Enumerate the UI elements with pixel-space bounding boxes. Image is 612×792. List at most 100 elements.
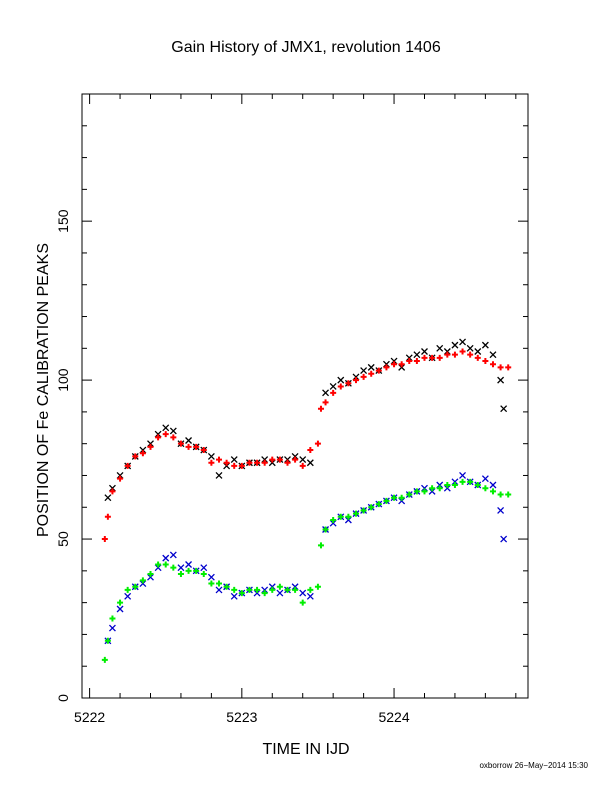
data-point (193, 567, 200, 574)
series-0 (104, 338, 508, 502)
x-tick-label: 5223 (226, 709, 257, 725)
data-point (443, 348, 451, 355)
data-point (406, 491, 413, 498)
data-point (497, 506, 505, 514)
data-point (291, 452, 299, 460)
data-point (284, 459, 291, 466)
data-point (169, 427, 177, 435)
data-point (314, 583, 321, 590)
data-point (436, 485, 443, 492)
data-point (405, 354, 413, 362)
data-point (261, 590, 268, 597)
data-point (474, 482, 481, 489)
x-tick-label: 5224 (378, 709, 409, 725)
data-point (429, 354, 436, 361)
data-point (352, 377, 359, 384)
data-point (116, 605, 124, 613)
data-point (284, 586, 291, 593)
data-point (329, 519, 337, 527)
x-tick-label: 5222 (74, 709, 105, 725)
data-point (391, 361, 398, 368)
data-point (429, 485, 436, 492)
data-point (322, 526, 329, 533)
data-point (207, 452, 215, 460)
data-point (406, 358, 413, 365)
data-point (421, 348, 428, 355)
data-point (451, 341, 459, 349)
data-point (497, 364, 504, 371)
data-point (299, 589, 307, 597)
data-point (155, 434, 162, 441)
data-point (421, 484, 428, 492)
data-point (108, 624, 116, 632)
y-tick-label: 0 (55, 694, 71, 702)
data-point (352, 373, 360, 381)
series-3 (101, 478, 512, 663)
series-1 (101, 348, 512, 543)
data-point (292, 456, 299, 463)
data-point (185, 443, 192, 450)
y-tick-label: 50 (55, 531, 71, 547)
data-point (215, 580, 222, 587)
data-point (139, 580, 147, 588)
data-point (162, 431, 169, 438)
data-point (444, 482, 451, 489)
data-point (208, 459, 215, 466)
data-point (177, 440, 184, 447)
data-point (481, 341, 489, 349)
data-point (467, 478, 474, 485)
data-point (124, 592, 132, 600)
data-point (451, 482, 458, 489)
data-point (193, 443, 200, 450)
data-point (116, 472, 124, 479)
data-point (215, 586, 223, 594)
data-point (254, 586, 261, 593)
data-point (322, 399, 329, 406)
data-point (481, 475, 489, 483)
data-point (344, 516, 352, 524)
data-point (215, 456, 222, 463)
data-point (413, 488, 420, 495)
data-point (139, 450, 146, 457)
data-point (497, 491, 504, 498)
data-point (360, 373, 367, 380)
data-point (375, 501, 382, 508)
data-point (276, 456, 283, 463)
data-point (200, 571, 207, 578)
data-point (284, 456, 291, 464)
axis-ticks (82, 93, 528, 699)
data-point (459, 472, 467, 479)
data-point (230, 592, 238, 600)
data-point (246, 459, 253, 466)
data-marks (101, 338, 512, 663)
data-point (489, 488, 496, 495)
data-point (299, 456, 307, 464)
data-point (398, 497, 406, 505)
data-point (451, 351, 458, 358)
data-point (307, 586, 314, 593)
data-point (162, 424, 170, 432)
data-point (299, 462, 306, 469)
data-point (500, 535, 508, 543)
data-point (109, 615, 116, 622)
data-point (238, 462, 245, 469)
data-point (200, 447, 207, 454)
data-point (459, 348, 466, 355)
data-point (169, 551, 177, 559)
data-point (329, 383, 337, 390)
data-point (398, 363, 406, 371)
data-point (162, 561, 169, 568)
data-point (104, 513, 111, 520)
data-point (291, 583, 299, 591)
data-point (268, 583, 276, 591)
x-axis-label: TIME IN IJD (262, 741, 349, 758)
data-point (230, 456, 238, 464)
data-point (382, 360, 390, 368)
data-point (154, 430, 162, 438)
data-point (147, 573, 154, 581)
data-point (360, 507, 367, 514)
data-point (345, 380, 352, 387)
data-point (147, 571, 154, 578)
data-point (391, 494, 398, 501)
data-point (170, 434, 177, 441)
